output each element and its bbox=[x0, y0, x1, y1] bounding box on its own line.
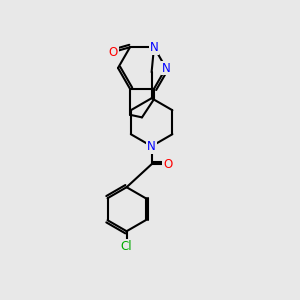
Text: O: O bbox=[163, 158, 172, 171]
Text: N: N bbox=[147, 140, 156, 153]
Text: N: N bbox=[162, 61, 170, 74]
Text: O: O bbox=[109, 46, 118, 59]
Text: Cl: Cl bbox=[121, 240, 132, 253]
Text: N: N bbox=[150, 41, 158, 54]
